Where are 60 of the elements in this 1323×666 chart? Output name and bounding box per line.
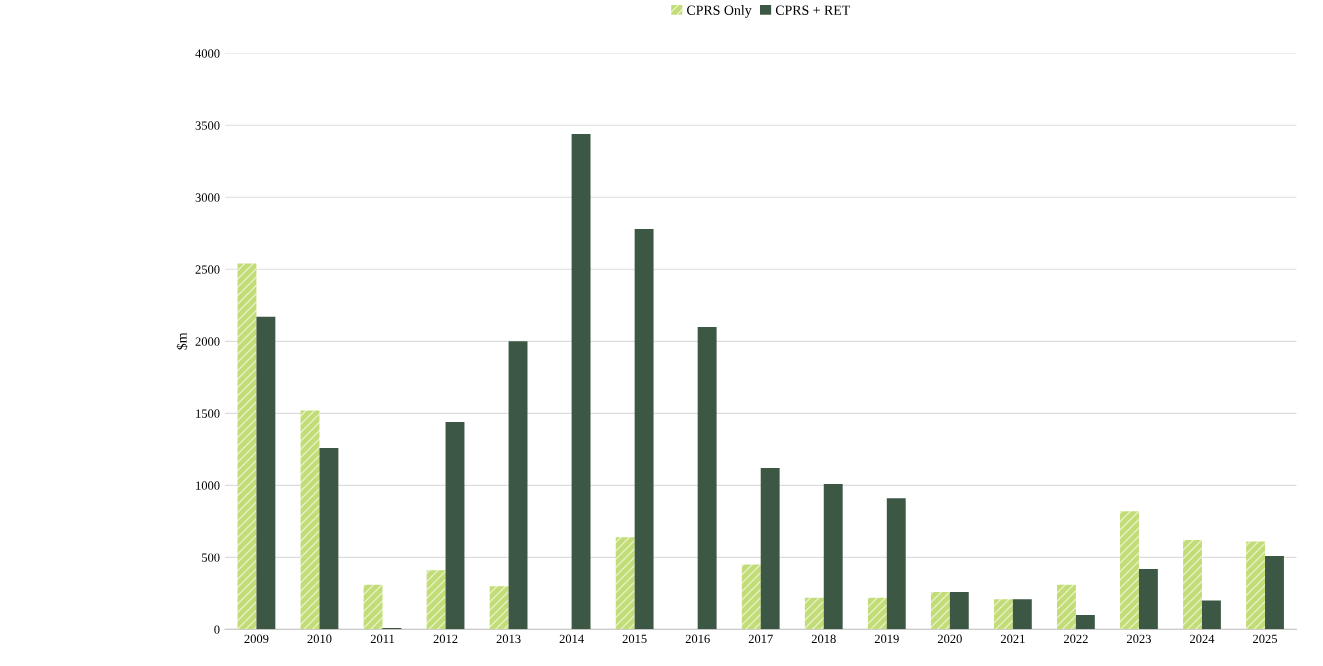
bar	[237, 263, 257, 630]
bar	[363, 584, 383, 630]
y-tick-label: 3000	[195, 193, 220, 202]
x-tick-label: 2022	[1063, 634, 1088, 644]
x-tick-label: 2011	[370, 634, 395, 644]
x-tick-label: 2020	[937, 634, 962, 644]
x-tick-label: 2021	[1000, 634, 1025, 644]
x-tick-label: 2016	[685, 634, 710, 644]
bar	[804, 597, 824, 630]
bar	[697, 326, 717, 630]
x-tick-label: 2024	[1190, 634, 1215, 644]
bar	[886, 498, 906, 630]
y-tick-label: 0	[214, 625, 220, 634]
bar	[930, 591, 950, 630]
bar	[1057, 584, 1076, 630]
y-tick-label: 500	[202, 553, 220, 562]
x-tick-label: 2014	[559, 634, 584, 644]
x-tick-label: 2017	[748, 634, 773, 644]
y-tick-label: 2500	[195, 265, 220, 274]
bar	[319, 447, 339, 630]
y-axis-title: $m	[176, 332, 188, 350]
bar	[1201, 600, 1221, 630]
bar	[1246, 541, 1266, 630]
x-tick-label: 2013	[496, 634, 521, 644]
y-tick-label: 1000	[196, 481, 220, 490]
x-tick-label: 2010	[307, 634, 332, 644]
bar	[426, 570, 446, 630]
x-tick-label: 2015	[622, 634, 647, 644]
bar	[741, 564, 761, 630]
bar	[571, 133, 591, 630]
y-tick-label: 2000	[195, 337, 220, 346]
bar	[760, 468, 780, 630]
bar	[1012, 599, 1032, 630]
y-tick-label: 4000	[195, 49, 220, 58]
bar	[300, 410, 320, 630]
bar	[256, 316, 276, 630]
bar	[634, 228, 654, 630]
x-tick-label: 2018	[811, 634, 836, 644]
bar	[1183, 540, 1202, 630]
bar	[1120, 511, 1139, 630]
bar	[823, 483, 843, 630]
x-tick-label: 2019	[874, 634, 899, 644]
bar	[615, 537, 635, 630]
y-tick-label: 3500	[195, 121, 220, 130]
bar	[1075, 614, 1095, 630]
bar	[1265, 555, 1284, 630]
legend-label: CPRS + RET	[775, 5, 851, 15]
bar	[949, 591, 969, 630]
bar	[445, 421, 465, 630]
x-tick-label: 2009	[244, 634, 269, 644]
bar	[1138, 568, 1158, 630]
bar	[993, 599, 1013, 630]
x-tick-label: 2012	[433, 634, 458, 644]
x-tick-label: 2023	[1127, 634, 1151, 644]
legend-label: CPRS Only	[687, 5, 752, 18]
y-tick-label: 1500	[196, 409, 220, 418]
x-tick-label: 2025	[1253, 634, 1278, 644]
bar	[508, 341, 528, 630]
bar	[867, 597, 887, 630]
bar	[489, 586, 509, 630]
